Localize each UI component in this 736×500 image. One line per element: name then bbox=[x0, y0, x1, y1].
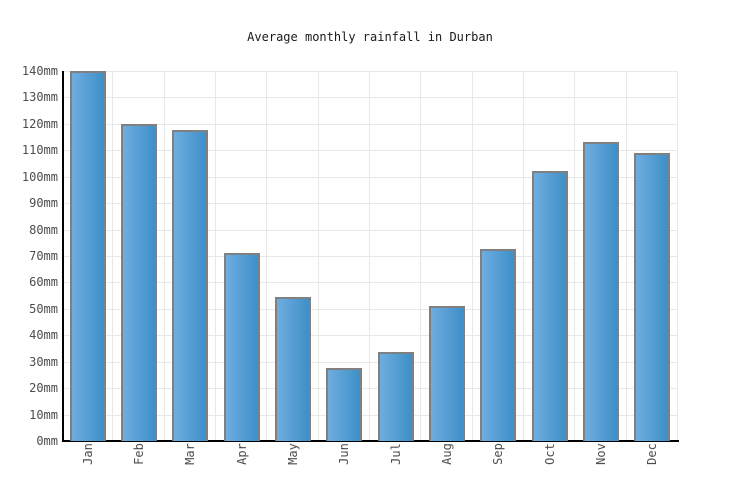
x-axis-label: May bbox=[286, 443, 300, 465]
v-gridline bbox=[164, 71, 165, 441]
bar-jan bbox=[70, 71, 106, 441]
h-gridline bbox=[62, 309, 678, 310]
y-axis-label: 50mm bbox=[29, 302, 58, 316]
bar-mar bbox=[172, 130, 208, 441]
bar-jun bbox=[326, 368, 362, 441]
x-axis-label: Jul bbox=[389, 443, 403, 465]
bar-oct bbox=[532, 171, 568, 441]
h-gridline bbox=[62, 71, 678, 72]
v-gridline bbox=[420, 71, 421, 441]
h-gridline bbox=[62, 388, 678, 389]
h-gridline bbox=[62, 150, 678, 151]
x-axis-label: Feb bbox=[132, 443, 146, 465]
bar-nov bbox=[583, 142, 619, 441]
x-axis-label: Aug bbox=[440, 443, 454, 465]
x-axis-label: Dec bbox=[645, 443, 659, 465]
v-gridline bbox=[574, 71, 575, 441]
y-axis-label: 60mm bbox=[29, 275, 58, 289]
x-axis-label: Jan bbox=[81, 443, 95, 465]
v-gridline bbox=[626, 71, 627, 441]
h-gridline bbox=[62, 415, 678, 416]
y-axis-label: 130mm bbox=[21, 90, 58, 104]
x-axis-label: Nov bbox=[594, 443, 608, 465]
y-axis-label: 140mm bbox=[21, 64, 58, 78]
y-axis-label: 120mm bbox=[21, 117, 58, 131]
v-gridline bbox=[369, 71, 370, 441]
h-gridline bbox=[62, 362, 678, 363]
bar-dec bbox=[634, 153, 670, 441]
x-axis-label: Oct bbox=[543, 443, 557, 465]
x-axis-label: Apr bbox=[235, 443, 249, 465]
h-gridline bbox=[62, 230, 678, 231]
y-axis-label: 30mm bbox=[29, 355, 58, 369]
h-gridline bbox=[62, 282, 678, 283]
v-gridline bbox=[215, 71, 216, 441]
chart-title: Average monthly rainfall in Durban bbox=[247, 30, 493, 44]
v-gridline bbox=[112, 71, 113, 441]
v-gridline bbox=[266, 71, 267, 441]
h-gridline bbox=[62, 97, 678, 98]
y-axis-label: 40mm bbox=[29, 328, 58, 342]
bar-may bbox=[275, 297, 311, 441]
x-axis-label: Sep bbox=[491, 443, 505, 465]
y-axis-label: 80mm bbox=[29, 223, 58, 237]
v-gridline bbox=[677, 71, 678, 441]
h-gridline bbox=[62, 177, 678, 178]
v-gridline bbox=[523, 71, 524, 441]
h-gridline bbox=[62, 256, 678, 257]
v-gridline bbox=[318, 71, 319, 441]
x-axis-line bbox=[62, 440, 679, 442]
y-axis-line bbox=[62, 71, 64, 441]
bar-aug bbox=[429, 306, 465, 441]
y-axis-label: 100mm bbox=[21, 170, 58, 184]
h-gridline bbox=[62, 124, 678, 125]
h-gridline bbox=[62, 335, 678, 336]
y-axis-label: 0mm bbox=[36, 434, 58, 448]
v-gridline bbox=[472, 71, 473, 441]
bar-apr bbox=[224, 253, 260, 441]
bar-sep bbox=[480, 249, 516, 441]
y-axis-label: 20mm bbox=[29, 381, 58, 395]
bar-feb bbox=[121, 124, 157, 441]
y-axis-label: 110mm bbox=[21, 143, 58, 157]
bar-jul bbox=[378, 352, 414, 441]
h-gridline bbox=[62, 203, 678, 204]
x-axis-label: Mar bbox=[183, 443, 197, 465]
plot-area bbox=[62, 71, 678, 441]
y-axis-label: 70mm bbox=[29, 249, 58, 263]
y-axis-label: 90mm bbox=[29, 196, 58, 210]
y-axis-label: 10mm bbox=[29, 408, 58, 422]
x-axis-label: Jun bbox=[337, 443, 351, 465]
